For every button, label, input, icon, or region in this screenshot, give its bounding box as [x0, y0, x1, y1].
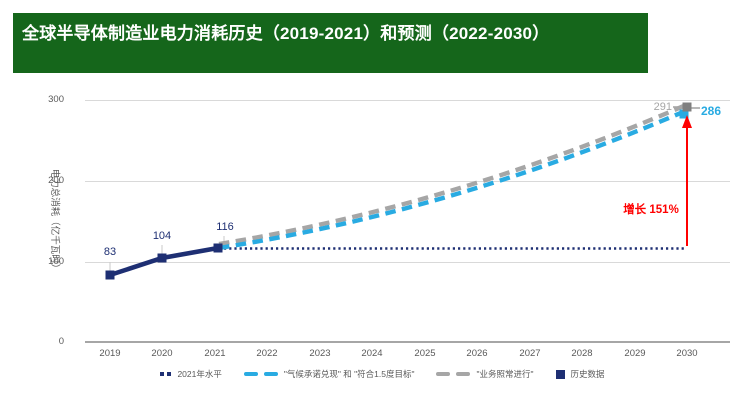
pledge-dashed-line — [218, 109, 684, 251]
data-label-2019: 83 — [103, 246, 117, 258]
x-tick-label: 2029 — [624, 348, 646, 359]
data-label-pledge-2030: 286 — [701, 104, 722, 118]
bau-dashed-line — [218, 102, 687, 247]
y-tick-label: 300 — [48, 94, 64, 105]
legend-label: 历史数据 — [570, 369, 605, 379]
gridline-100 — [85, 262, 730, 263]
navy-square-icon — [555, 369, 565, 379]
x-tick-label: 2027 — [519, 348, 541, 359]
gray-dashed-line-icon — [436, 372, 471, 376]
x-tick-label: 2022 — [256, 348, 278, 359]
title-bar: 全球半导体制造业电力消耗历史（2019-2021）和预测（2022-2030） — [13, 13, 648, 73]
x-tick-label: 2019 — [99, 348, 121, 359]
legend-item-climate-pledge: "气候承诺兑现" 和 "符合1.5度目标" — [243, 368, 415, 380]
x-tick-label: 2028 — [571, 348, 593, 359]
x-tick-label: 2021 — [204, 348, 226, 359]
dotted-line-icon — [160, 372, 172, 376]
legend-item-business-as-usual: "业务照常进行" — [436, 368, 534, 380]
growth-arrow-head — [682, 115, 692, 128]
pledge-end-marker — [679, 109, 689, 119]
y-tick-label: 100 — [48, 256, 64, 267]
x-tick-label: 2023 — [309, 348, 331, 359]
data-label-2020: 104 — [152, 230, 172, 242]
y-tick-label: 0 — [58, 336, 64, 347]
y-tick-label: 200 — [48, 175, 64, 186]
data-label-bau-2030: 291 — [653, 101, 672, 113]
page-title: 全球半导体制造业电力消耗历史（2019-2021）和预测（2022-2030） — [22, 24, 550, 43]
x-tick-label: 2020 — [151, 348, 173, 359]
legend-item-2021-level: 2021年水平 — [160, 368, 222, 380]
bau-end-marker — [682, 102, 692, 112]
x-tick-label: 2030 — [676, 348, 698, 359]
x-tick-label: 2024 — [361, 348, 383, 359]
data-label-2021: 116 — [216, 221, 234, 233]
legend-item-historical-data: 历史数据 — [555, 368, 605, 380]
x-tick-label: 2025 — [414, 348, 436, 359]
historical-marker-2019 — [105, 270, 115, 280]
growth-annotation: 增长 151% — [623, 204, 679, 216]
legend-label: 2021年水平 — [177, 369, 222, 379]
x-axis-line — [85, 341, 730, 343]
cyan-dashed-line-icon — [243, 372, 278, 376]
legend: 2021年水平 "气候承诺兑现" 和 "符合1.5度目标" "业务照常进行" 历… — [12, 368, 741, 380]
gridline-300 — [85, 100, 730, 101]
legend-label: "业务照常进行" — [476, 369, 534, 379]
legend-label: "气候承诺兑现" 和 "符合1.5度目标" — [283, 369, 415, 379]
historical-marker-2021 — [213, 243, 223, 253]
x-tick-label: 2026 — [466, 348, 488, 359]
gridline-200 — [85, 181, 730, 182]
